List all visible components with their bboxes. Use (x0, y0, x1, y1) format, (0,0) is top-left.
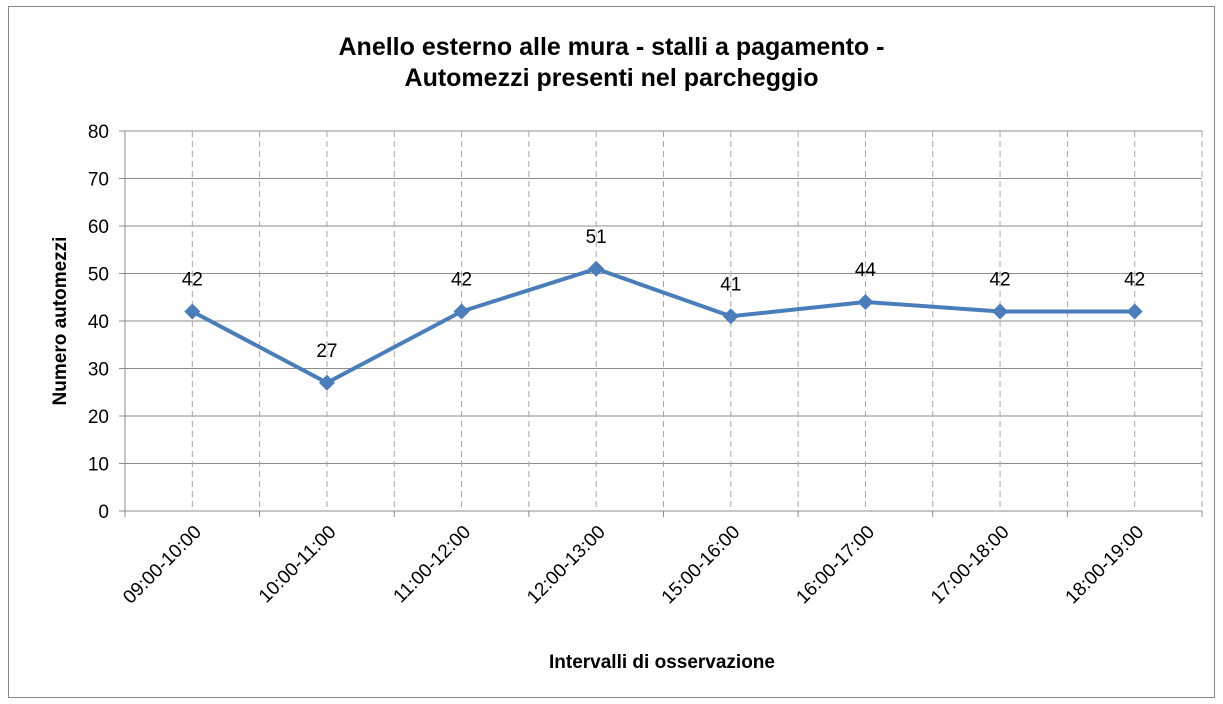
y-axis-label: Numero automezzi (50, 237, 71, 406)
data-label: 51 (586, 227, 607, 248)
data-point (857, 294, 874, 310)
data-point (453, 303, 470, 320)
y-tick-label: 0 (98, 502, 109, 523)
data-label: 42 (451, 270, 472, 291)
x-axis-label: Intervalli di osservazione (549, 652, 775, 673)
data-point (588, 260, 605, 277)
y-tick-label: 20 (88, 407, 109, 428)
data-label: 42 (182, 270, 203, 291)
y-tick-label: 10 (88, 455, 109, 476)
data-point (184, 303, 201, 320)
chart-title: Anello esterno alle mura - stalli a paga… (338, 33, 885, 92)
data-point (1126, 303, 1143, 320)
data-label: 42 (1124, 270, 1145, 291)
y-tick-label: 70 (88, 170, 109, 191)
y-tick-label: 80 (88, 122, 109, 143)
data-label: 27 (316, 341, 337, 362)
data-point (318, 374, 335, 391)
chart-frame (8, 6, 1215, 698)
data-line (191, 266, 1135, 385)
data-label: 44 (855, 260, 877, 281)
y-tick-label: 40 (88, 312, 109, 333)
data-label: 41 (720, 274, 741, 295)
data-label: 42 (989, 270, 1010, 291)
y-tick-label: 50 (88, 265, 109, 286)
data-point (722, 308, 739, 325)
y-tick-label: 60 (88, 217, 109, 238)
data-point (992, 303, 1009, 320)
y-tick-label: 30 (88, 360, 109, 381)
